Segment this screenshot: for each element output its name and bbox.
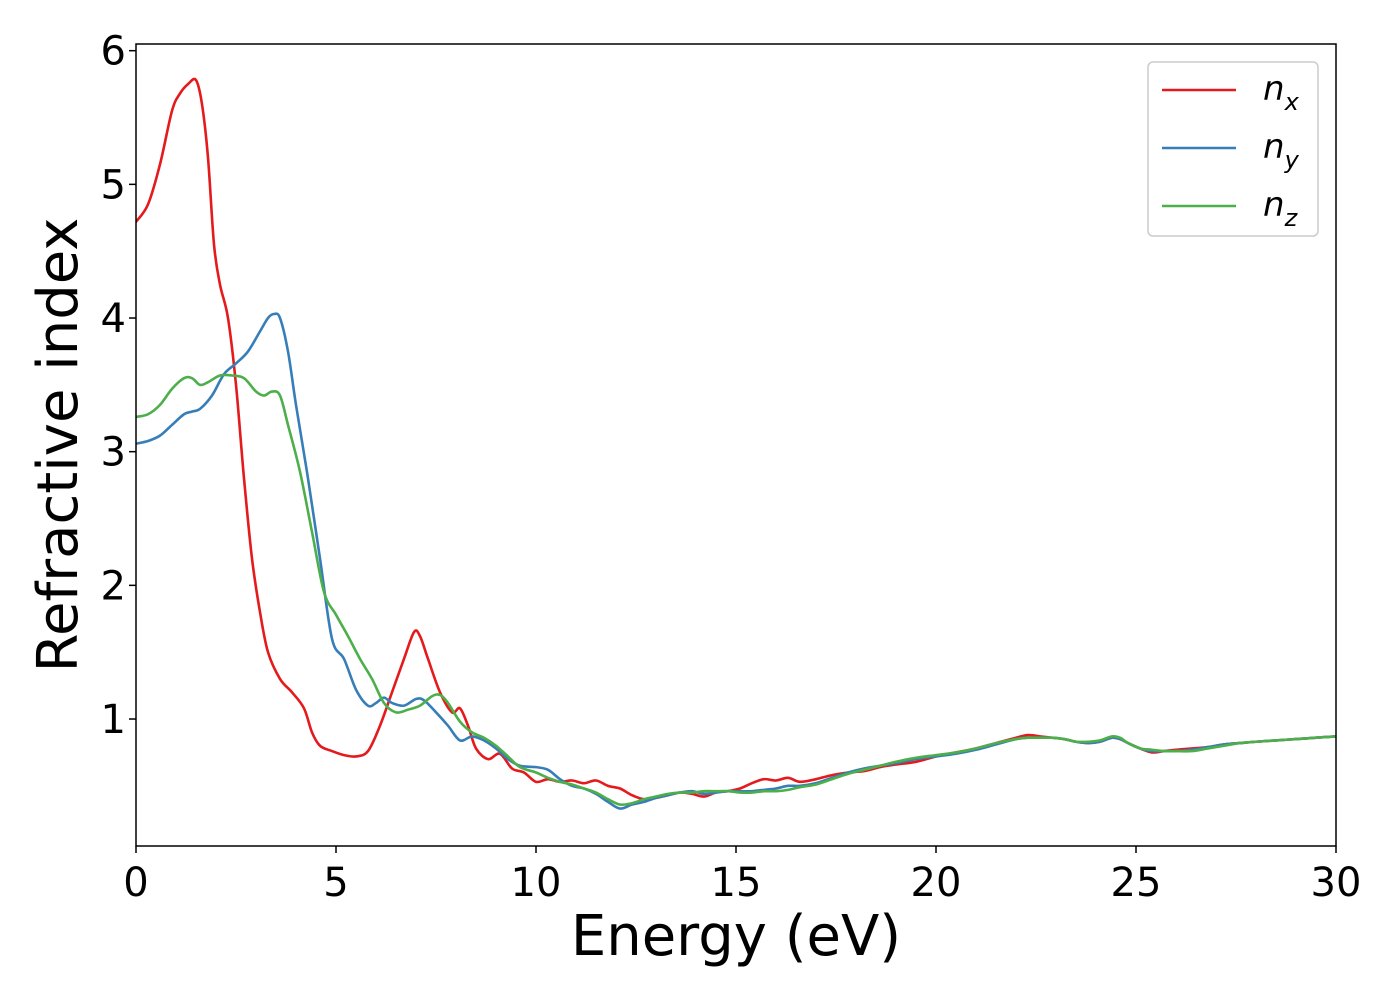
x-tick-label: 5 [323, 860, 348, 906]
y-tick-label: 3 [101, 430, 126, 476]
legend: nx ny nz [1147, 61, 1319, 237]
y-tick-label: 4 [101, 296, 126, 342]
x-tick-label: 25 [1111, 860, 1162, 906]
legend-label-n-x: nx [1263, 69, 1300, 116]
y-tick-label: 5 [101, 162, 126, 208]
series-layer [136, 77, 1336, 810]
x-tick-label: 0 [123, 860, 148, 906]
x-axis-label: Energy (eV) [571, 904, 901, 969]
legend-label-n-y: ny [1263, 127, 1300, 174]
y-axis-ticks: 1 2 3 4 5 6 [101, 29, 136, 743]
y-tick-label: 6 [101, 29, 126, 75]
series-line-n-y [136, 312, 1336, 810]
legend-label-n-z: nz [1263, 185, 1299, 232]
y-tick-label: 2 [101, 563, 126, 609]
x-axis-ticks: 0 5 10 15 20 25 30 [123, 846, 1361, 906]
y-axis-label: Refractive index [26, 218, 91, 673]
x-tick-label: 15 [711, 860, 762, 906]
y-tick-label: 1 [101, 697, 126, 743]
x-tick-label: 20 [911, 860, 962, 906]
x-tick-label: 10 [511, 860, 562, 906]
x-tick-label: 30 [1311, 860, 1362, 906]
series-line-n-z [136, 373, 1336, 807]
